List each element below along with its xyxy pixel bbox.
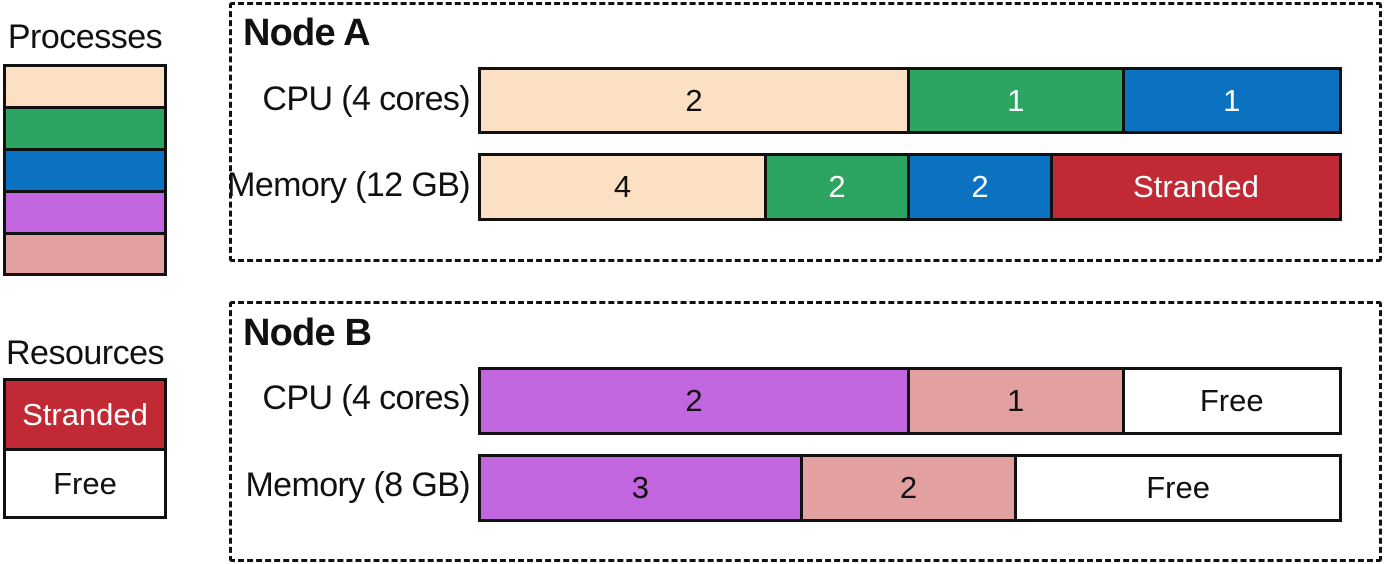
- node-a-memory-bar: 4 2 2 Stranded: [478, 153, 1342, 221]
- segment-free: Free: [1124, 370, 1339, 432]
- segment-process-3: 1: [1124, 70, 1339, 131]
- segment-process-4: 3: [481, 457, 803, 519]
- segment-free: Free: [1017, 457, 1339, 519]
- node-b-cpu-bar: 2 1 Free: [478, 367, 1342, 435]
- node-a-memory-label: Memory (12 GB): [227, 166, 470, 204]
- free-swatch: Free: [6, 451, 164, 516]
- process-swatch-2: [6, 109, 164, 151]
- segment-process-4: 2: [481, 370, 910, 432]
- process-swatch-4: [6, 193, 164, 235]
- node-b-memory-bar: 3 2 Free: [478, 454, 1342, 522]
- segment-process-2: 2: [766, 156, 910, 218]
- segment-process-1: 4: [481, 156, 767, 218]
- stranded-swatch: Stranded: [6, 381, 164, 451]
- processes-legend-title: Processes: [7, 18, 163, 56]
- node-b-box: [229, 301, 1382, 562]
- segment-process-5: 1: [910, 370, 1125, 432]
- segment-stranded: Stranded: [1052, 156, 1339, 218]
- segment-process-1: 2: [481, 70, 910, 131]
- process-swatch-3: [6, 151, 164, 193]
- segment-process-3: 2: [909, 156, 1053, 218]
- node-b-memory-label: Memory (8 GB): [245, 466, 470, 504]
- node-b-title: Node B: [243, 312, 372, 354]
- node-a-cpu-label: CPU (4 cores): [262, 80, 470, 118]
- process-swatch-1: [6, 67, 164, 109]
- segment-process-2: 1: [910, 70, 1125, 131]
- resources-legend: Stranded Free: [3, 378, 167, 519]
- processes-legend: [3, 64, 167, 276]
- node-a-box: [229, 2, 1382, 262]
- node-a-title: Node A: [243, 12, 371, 54]
- resources-legend-title: Resources: [5, 334, 165, 372]
- segment-process-5: 2: [802, 457, 1018, 519]
- process-swatch-5: [6, 235, 164, 273]
- node-b-cpu-label: CPU (4 cores): [262, 379, 470, 417]
